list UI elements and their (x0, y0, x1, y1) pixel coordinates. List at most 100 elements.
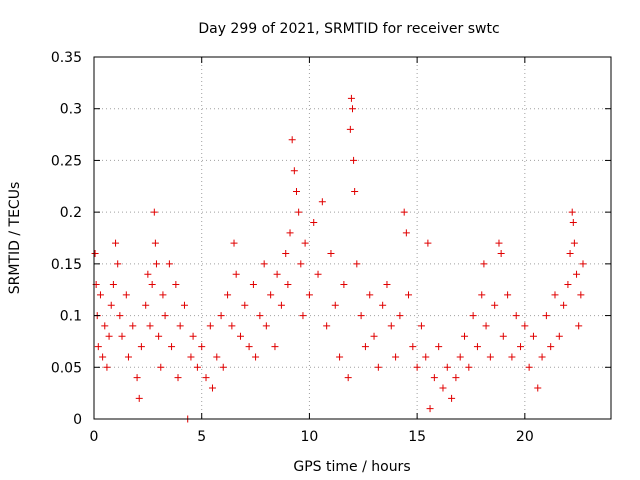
data-point (340, 281, 348, 289)
y-tick-label: 0.15 (51, 257, 82, 273)
data-point (387, 322, 395, 330)
data-point (305, 291, 313, 299)
data-point (409, 343, 417, 351)
data-point (579, 260, 587, 268)
data-point (101, 322, 109, 330)
data-point (161, 312, 169, 320)
data-point (299, 312, 307, 320)
data-point (230, 239, 238, 247)
data-point (405, 291, 413, 299)
data-point (327, 250, 335, 258)
data-point (146, 322, 154, 330)
data-point (297, 260, 305, 268)
data-point (159, 291, 167, 299)
y-tick-label: 0 (73, 412, 82, 428)
data-point (94, 343, 102, 351)
data-point (105, 332, 113, 340)
data-point (310, 218, 318, 226)
data-point (91, 250, 99, 258)
data-point (349, 105, 356, 113)
x-tick-label: 0 (90, 429, 99, 445)
data-point (480, 260, 488, 268)
data-point (144, 270, 152, 278)
data-point (465, 363, 473, 371)
x-tick-label: 5 (197, 429, 206, 445)
data-point (314, 270, 322, 278)
grid (94, 57, 611, 419)
data-point (213, 353, 221, 361)
data-point (282, 250, 290, 258)
data-point (271, 343, 279, 351)
data-point (495, 239, 503, 247)
data-point (187, 353, 195, 361)
data-point (189, 332, 197, 340)
data-point (249, 281, 257, 289)
data-point (273, 270, 281, 278)
data-point (228, 322, 236, 330)
x-axis-ticks: 0 5 10 15 20 (90, 57, 534, 445)
data-point (336, 353, 344, 361)
data-point (504, 291, 512, 299)
data-point (107, 301, 115, 309)
data-point (529, 332, 537, 340)
data-point (564, 281, 572, 289)
data-point (392, 353, 400, 361)
data-point (262, 322, 270, 330)
data-point (482, 322, 490, 330)
data-point (426, 405, 434, 413)
data-point (122, 291, 130, 299)
data-point (286, 229, 294, 237)
data-point (508, 353, 516, 361)
data-point (168, 343, 176, 351)
data-point (577, 291, 585, 299)
data-point (232, 270, 240, 278)
data-point (350, 156, 358, 164)
data-point (473, 343, 481, 351)
data-point (96, 291, 104, 299)
data-point (148, 281, 156, 289)
data-point (137, 343, 145, 351)
data-point (129, 322, 137, 330)
data-point (448, 394, 456, 402)
data-point (217, 312, 225, 320)
data-point (155, 332, 163, 340)
data-point (114, 260, 122, 268)
data-point (570, 239, 578, 247)
data-point (142, 301, 150, 309)
y-axis-label: SRMTID / TECUs (7, 182, 23, 295)
data-point (374, 363, 382, 371)
x-tick-label: 20 (516, 429, 534, 445)
data-point (256, 312, 264, 320)
data-point (219, 363, 227, 371)
data-point (224, 291, 232, 299)
data-point (150, 208, 158, 216)
data-points (91, 94, 587, 423)
data-point (284, 281, 292, 289)
data-point (478, 291, 486, 299)
data-point (353, 260, 361, 268)
data-point (99, 353, 107, 361)
data-point (165, 260, 173, 268)
data-point (277, 301, 285, 309)
data-point (151, 239, 159, 247)
data-point (351, 187, 359, 195)
data-point (573, 270, 581, 278)
data-point (260, 260, 268, 268)
data-point (172, 281, 180, 289)
data-point (112, 239, 120, 247)
data-point (318, 198, 326, 206)
data-point (439, 384, 447, 392)
data-point (461, 332, 469, 340)
data-point (379, 301, 387, 309)
chart-title: Day 299 of 2021, SRMTID for receiver swt… (198, 21, 499, 37)
data-point (560, 301, 568, 309)
data-point (517, 343, 525, 351)
data-point (424, 239, 432, 247)
data-point (344, 374, 352, 382)
data-point (361, 343, 369, 351)
data-point (346, 125, 354, 133)
data-point (512, 312, 520, 320)
data-point (152, 260, 160, 268)
data-point (109, 281, 117, 289)
